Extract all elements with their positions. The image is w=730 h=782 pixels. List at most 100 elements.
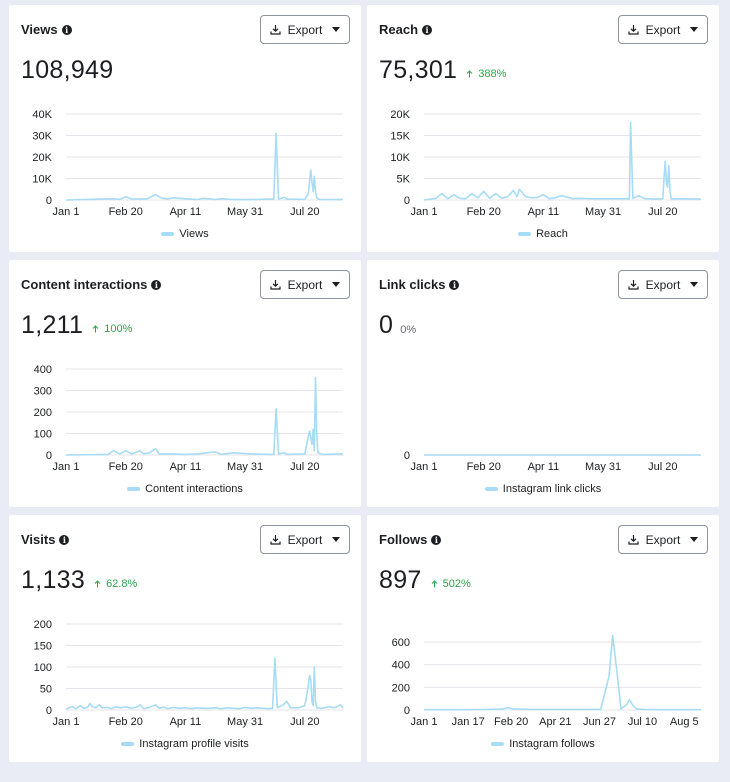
card-title-text: Views: [21, 22, 58, 37]
chart-legend[interactable]: Instagram profile visits: [9, 738, 361, 750]
metric-card: Views i Export 108,949 0 10K 20K 30K 40K Jan …: [9, 5, 361, 252]
export-label: Export: [287, 22, 323, 37]
caret-down-icon: [332, 537, 341, 542]
x-tick-label: Aug 5: [670, 716, 699, 728]
arrow-up-icon: [94, 580, 101, 588]
y-tick-label: 20K: [32, 152, 52, 164]
info-icon[interactable]: i: [431, 534, 442, 545]
change-percent: 62.8%: [106, 578, 138, 590]
x-tick-label: Apr 11: [170, 206, 202, 218]
export-button[interactable]: Export: [260, 525, 350, 554]
change-indicator: 502%: [431, 578, 471, 590]
x-tick-label: Apr 11: [170, 716, 202, 728]
x-tick-label: Feb 20: [109, 716, 143, 728]
info-icon[interactable]: i: [422, 24, 433, 35]
series-line[interactable]: [423, 121, 702, 201]
change-indicator: 100%: [92, 323, 132, 335]
caret-down-icon: [690, 537, 699, 542]
metric-card: Reach i Export 75,301 388% 0 5K 10K 1: [367, 5, 719, 252]
legend-label: Instagram follows: [509, 738, 595, 750]
y-tick-label: 50: [40, 684, 52, 696]
export-button[interactable]: Export: [260, 270, 350, 299]
metric-card: Link clicks i Export 0 0% 0 Jan 1 Feb 20 Ap…: [367, 260, 719, 507]
arrow-up-icon: [466, 70, 473, 78]
y-tick-label: 0: [46, 705, 52, 717]
change-percent: 502%: [442, 578, 471, 590]
chart-legend[interactable]: Instagram follows: [367, 738, 719, 750]
x-tick-label: Jul 20: [648, 461, 677, 473]
chart-legend[interactable]: Reach: [367, 228, 719, 240]
legend-swatch: [484, 487, 498, 491]
chart-legend[interactable]: Content interactions: [9, 483, 361, 495]
metric-summary: 1,211 100%: [21, 311, 132, 340]
info-icon[interactable]: i: [449, 279, 460, 290]
legend-swatch: [518, 232, 532, 236]
export-button[interactable]: Export: [260, 15, 350, 44]
card-title: Visits i: [21, 532, 70, 547]
download-icon: [628, 280, 639, 290]
export-label: Export: [287, 277, 323, 292]
download-icon: [270, 535, 281, 545]
x-tick-label: Feb 20: [109, 461, 143, 473]
y-tick-label: 400: [34, 364, 52, 376]
download-icon: [628, 25, 639, 35]
y-tick-label: 0: [46, 450, 52, 462]
x-tick-label: Apr 21: [539, 716, 571, 728]
metric-summary: 0 0%: [379, 311, 416, 340]
download-icon: [628, 535, 639, 545]
y-tick-label: 600: [392, 637, 410, 649]
x-tick-label: May 31: [585, 206, 621, 218]
info-icon[interactable]: i: [59, 534, 70, 545]
x-tick-label: Jun 27: [583, 716, 616, 728]
card-title-text: Visits: [21, 532, 56, 547]
series-line[interactable]: [65, 132, 344, 201]
export-label: Export: [645, 277, 681, 292]
legend-swatch: [161, 232, 175, 236]
change-percent: 0%: [400, 324, 417, 336]
metric-value: 897: [379, 566, 422, 594]
x-tick-label: Jan 1: [53, 716, 80, 728]
y-tick-label: 10K: [32, 174, 52, 186]
info-icon[interactable]: i: [151, 279, 162, 290]
change-indicator: 388%: [466, 68, 506, 80]
x-tick-label: Jan 1: [53, 206, 80, 218]
x-tick-label: Jul 10: [628, 716, 657, 728]
download-icon: [270, 25, 281, 35]
metric-card: Follows i Export 897 502% 0 200 400 6: [367, 515, 719, 762]
export-button[interactable]: Export: [618, 525, 708, 554]
x-tick-label: Jul 20: [290, 716, 319, 728]
y-tick-label: 20K: [390, 109, 410, 121]
metric-value: 1,133: [21, 566, 86, 594]
line-chart: 0 100 200 300 400 Jan 1 Feb 20 Apr 11 May 31 Jul …: [34, 364, 344, 473]
card-title: Reach i: [379, 22, 433, 37]
card-title-text: Link clicks: [379, 277, 446, 292]
x-tick-label: Jul 20: [648, 206, 677, 218]
y-tick-label: 100: [34, 429, 52, 441]
series-line[interactable]: [65, 657, 344, 710]
x-tick-label: Jan 17: [452, 716, 485, 728]
metric-value: 1,211: [21, 311, 84, 339]
y-tick-label: 400: [392, 660, 410, 672]
x-tick-label: Feb 20: [494, 716, 528, 728]
y-tick-label: 200: [34, 619, 52, 631]
x-tick-label: May 31: [585, 461, 621, 473]
x-tick-label: Feb 20: [109, 206, 143, 218]
x-tick-label: Apr 11: [528, 206, 560, 218]
series-line[interactable]: [424, 634, 701, 711]
series-line[interactable]: [65, 376, 344, 456]
legend-label: Content interactions: [145, 483, 243, 495]
export-button[interactable]: Export: [618, 270, 708, 299]
x-tick-label: Feb 20: [467, 206, 501, 218]
x-tick-label: May 31: [227, 716, 263, 728]
chart-legend[interactable]: Instagram link clicks: [367, 483, 719, 495]
x-tick-label: Jan 1: [411, 206, 438, 218]
change-percent: 100%: [104, 323, 133, 335]
y-tick-label: 15K: [390, 131, 410, 143]
chart-legend[interactable]: Views: [9, 228, 361, 240]
download-icon: [270, 280, 281, 290]
export-button[interactable]: Export: [618, 15, 708, 44]
info-icon[interactable]: i: [61, 24, 72, 35]
caret-down-icon: [690, 27, 699, 32]
card-title: Content interactions i: [21, 277, 162, 292]
